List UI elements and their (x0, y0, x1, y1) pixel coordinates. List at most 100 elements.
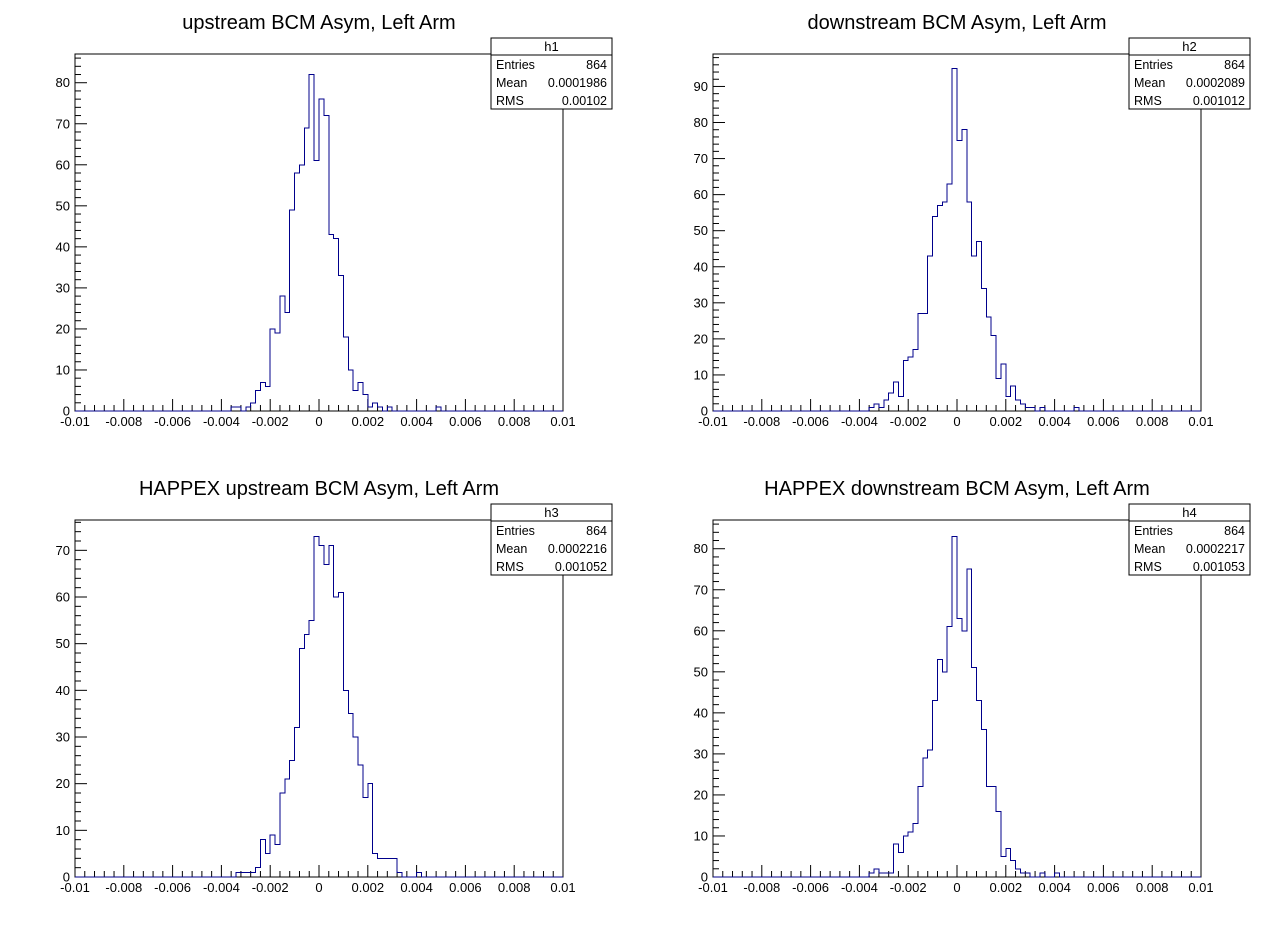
stats-label-mean: Mean (1134, 76, 1165, 90)
histogram-bin (343, 337, 348, 411)
y-tick-label: 70 (56, 543, 70, 558)
stats-label-mean: Mean (496, 76, 527, 90)
histogram-bin (996, 379, 1001, 411)
histogram-bin (889, 873, 894, 877)
histogram-bin (265, 386, 270, 411)
y-tick-label: 80 (694, 115, 708, 130)
y-tick-label: 30 (694, 295, 708, 310)
y-tick-label: 70 (694, 582, 708, 597)
histogram-bin (290, 210, 295, 411)
histogram-bin (324, 564, 329, 877)
y-tick-label: 60 (56, 590, 70, 605)
histogram-bin (1020, 404, 1025, 411)
histogram-bin (353, 737, 358, 877)
histogram-outline (713, 67, 1201, 412)
y-tick-label: 0 (63, 404, 70, 419)
histogram-bin (256, 868, 261, 877)
histogram-bin (981, 288, 986, 411)
histogram-bin (363, 395, 368, 411)
x-tick-label: 0.002 (352, 414, 385, 429)
histogram-bin (908, 357, 913, 411)
stats-label-entries: Entries (1134, 58, 1173, 72)
histogram-bin (962, 130, 967, 411)
histogram-bin (251, 403, 256, 411)
histogram-bin (918, 787, 923, 877)
histogram-bin (295, 728, 300, 877)
histogram-bin (991, 335, 996, 411)
x-tick-label: -0.008 (743, 880, 780, 895)
x-tick-label: -0.004 (203, 880, 240, 895)
histogram-outline (75, 535, 563, 878)
x-tick-label: 0.008 (498, 880, 531, 895)
histogram-bin (869, 407, 874, 411)
stats-box (1128, 503, 1251, 576)
histogram-bin (937, 205, 942, 411)
y-tick-label: 10 (56, 823, 70, 838)
histogram-bin (285, 779, 290, 877)
histogram-bin (933, 216, 938, 411)
x-tick-label: 0.002 (352, 880, 385, 895)
histogram-bin (314, 536, 319, 877)
x-tick-label: 0.008 (1136, 880, 1169, 895)
histogram-bin (913, 350, 918, 411)
stats-label-rms: RMS (1134, 560, 1162, 574)
histogram-bin (903, 836, 908, 877)
histogram-bin (314, 161, 319, 411)
x-tick-label: -0.006 (154, 880, 191, 895)
histogram-bin (967, 569, 972, 877)
histogram-bin (947, 627, 952, 877)
histogram-bin (928, 256, 933, 411)
histogram-bin (952, 68, 957, 411)
histogram-bin (304, 128, 309, 411)
histogram-bin (358, 765, 363, 877)
histogram-bin (275, 333, 280, 411)
stats-label-mean: Mean (496, 542, 527, 556)
histogram-bin (952, 536, 957, 877)
stats-value-entries: 864 (586, 58, 607, 72)
x-tick-label: -0.004 (203, 414, 240, 429)
x-tick-label: 0.006 (449, 414, 482, 429)
plot-title: upstream BCM Asym, Left Arm (182, 12, 455, 34)
histogram-bin (319, 546, 324, 877)
histogram-bin (334, 239, 339, 411)
histogram-bin (260, 840, 265, 877)
stats-label-rms: RMS (1134, 94, 1162, 108)
y-tick-label: 10 (56, 362, 70, 377)
histogram-bin (329, 235, 334, 411)
y-tick-label: 50 (694, 223, 708, 238)
y-tick-label: 40 (694, 705, 708, 720)
x-tick-label: 0.002 (990, 414, 1023, 429)
y-tick-label: 50 (56, 636, 70, 651)
histogram-bin (246, 872, 251, 877)
histogram-bin (928, 750, 933, 877)
stats-box (490, 503, 613, 576)
histogram-bin (977, 242, 982, 411)
y-tick-label: 60 (694, 187, 708, 202)
y-tick-label: 10 (694, 367, 708, 382)
y-tick-label: 0 (63, 870, 70, 885)
x-tick-label: -0.006 (792, 880, 829, 895)
stats-box (490, 37, 613, 110)
stats-histogram-name: h4 (1182, 505, 1196, 520)
histogram-bin (348, 370, 353, 411)
y-tick-label: 60 (694, 623, 708, 638)
plot-title: HAPPEX downstream BCM Asym, Left Arm (764, 478, 1150, 500)
x-tick-label: 0.004 (1038, 880, 1071, 895)
histogram-bin (977, 701, 982, 877)
histogram-bin (299, 648, 304, 877)
plot-title: HAPPEX upstream BCM Asym, Left Arm (139, 478, 499, 500)
stats-box (1128, 37, 1251, 110)
stats-value-rms: 0.00102 (562, 94, 607, 108)
histogram-bin (251, 872, 256, 877)
histogram-bin (923, 314, 928, 411)
y-tick-label: 0 (701, 404, 708, 419)
histogram-bin (903, 361, 908, 411)
y-tick-label: 80 (56, 75, 70, 90)
histogram-bin (981, 729, 986, 877)
histogram-bin (913, 824, 918, 877)
stats-histogram-name: h2 (1182, 39, 1196, 54)
histogram-bin (1025, 407, 1030, 411)
y-tick-label: 20 (56, 776, 70, 791)
histogram-bin (324, 116, 329, 411)
histogram-bin (280, 296, 285, 411)
